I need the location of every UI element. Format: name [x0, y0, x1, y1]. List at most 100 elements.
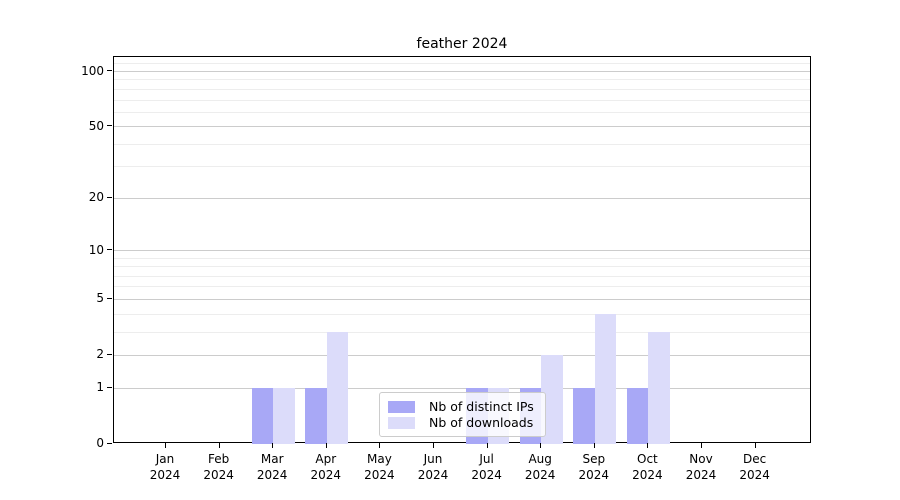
- x-tick-label-line-2: 2024: [739, 468, 770, 482]
- x-tick-label-line-2: 2024: [203, 468, 234, 482]
- y-tick-50: [107, 125, 112, 127]
- x-tick-label-apr: Apr 2024: [294, 451, 358, 483]
- x-tick-label-line-1: Oct: [637, 452, 658, 466]
- x-tick-label-line-2: 2024: [310, 468, 342, 482]
- gridline-y-80: [114, 88, 810, 90]
- bar-downloads-apr: [326, 332, 349, 444]
- x-tick-may: [379, 443, 381, 448]
- y-tick-2: [107, 353, 112, 355]
- x-tick-label-line-2: 2024: [149, 468, 181, 482]
- x-tick-dec: [754, 443, 756, 448]
- bar-distinct-ips-apr: [305, 388, 327, 444]
- x-tick-label-line-1: Dec: [742, 452, 767, 466]
- legend: Nb of distinct IPs Nb of downloads: [379, 392, 546, 437]
- x-tick-label-line-2: 2024: [632, 468, 663, 482]
- y-tick-label-10: 10: [88, 242, 104, 257]
- gridline-y-8: [114, 266, 810, 268]
- plot-area: Nb of distinct IPs Nb of downloads: [113, 56, 811, 444]
- bar-downloads-aug: [541, 355, 563, 444]
- gridline-y-20: [114, 197, 810, 199]
- x-tick-aug: [540, 443, 542, 448]
- gridline-y-50: [114, 126, 810, 128]
- legend-swatch-downloads: [388, 416, 415, 429]
- bar-distinct-ips-sep: [573, 388, 595, 444]
- y-tick-100: [107, 70, 112, 72]
- x-tick-label-nov: Nov 2024: [669, 451, 733, 483]
- y-tick-label-100: 100: [81, 63, 104, 78]
- x-tick-label-line-1: Aug: [528, 452, 552, 466]
- gridline-y-1: [114, 387, 810, 389]
- x-tick-label-line-1: Apr: [315, 452, 337, 466]
- x-tick-label-line-1: Mar: [260, 452, 284, 466]
- y-tick-label-20: 20: [88, 190, 104, 205]
- y-tick-label-1: 1: [96, 380, 104, 395]
- y-tick-label-5: 5: [96, 291, 104, 306]
- x-tick-label-line-2: 2024: [364, 468, 395, 482]
- legend-entry-downloads: Nb of downloads: [388, 415, 537, 430]
- x-tick-label-line-1: Jan: [155, 452, 175, 466]
- x-tick-label-line-1: Jun: [423, 452, 443, 466]
- x-tick-label-jun: Jun 2024: [401, 451, 465, 483]
- x-tick-label-line-1: May: [366, 452, 392, 466]
- x-tick-jun: [433, 443, 434, 448]
- x-tick-apr: [325, 443, 327, 448]
- gridline-y-3: [114, 331, 810, 333]
- gridline-y-7: [114, 275, 810, 277]
- x-tick-nov: [701, 443, 702, 448]
- gridline-y-30: [114, 166, 810, 168]
- gridline-y-5: [114, 298, 810, 300]
- x-tick-sep: [593, 443, 595, 448]
- gridline-y-40: [114, 143, 810, 145]
- bar-downloads-oct: [648, 332, 670, 444]
- x-tick-label-line-1: Feb: [207, 452, 230, 466]
- gridline-y-6: [114, 286, 810, 288]
- legend-label-downloads: Nb of downloads: [429, 415, 534, 430]
- gridline-y-60: [114, 111, 810, 113]
- x-tick-label-sep: Sep 2024: [562, 451, 626, 483]
- x-tick-label-line-2: 2024: [524, 468, 556, 482]
- x-tick-label-line-2: 2024: [256, 468, 288, 482]
- x-tick-label-line-1: Sep: [582, 452, 606, 466]
- x-tick-label-may: May 2024: [347, 451, 411, 483]
- gridline-y-100: [114, 71, 810, 73]
- y-tick-10: [107, 249, 112, 250]
- bar-downloads-mar: [273, 388, 295, 444]
- x-tick-label-line-2: 2024: [685, 468, 717, 482]
- gridline-y-110: [114, 63, 810, 65]
- y-tick-1: [107, 386, 112, 388]
- x-tick-jul: [486, 443, 488, 448]
- x-tick-label-mar: Mar 2024: [240, 451, 304, 483]
- gridline-y-2: [114, 354, 810, 356]
- gridline-y-4: [114, 313, 810, 315]
- x-tick-label-line-2: 2024: [471, 468, 502, 482]
- x-tick-label-line-1: Jul: [479, 452, 494, 466]
- y-tick-5: [107, 297, 112, 299]
- x-tick-label-line-2: 2024: [578, 468, 610, 482]
- y-tick-label-2: 2: [96, 347, 104, 362]
- bar-distinct-ips-mar: [251, 388, 274, 444]
- x-tick-oct: [647, 443, 649, 448]
- legend-entry-distinct-ips: Nb of distinct IPs: [388, 399, 537, 414]
- x-tick-label-oct: Oct 2024: [615, 451, 679, 483]
- x-tick-jan: [165, 443, 166, 448]
- bar-distinct-ips-oct: [626, 388, 649, 444]
- x-tick-label-aug: Aug 2024: [508, 451, 572, 483]
- x-tick-feb: [218, 443, 220, 448]
- gridline-y-70: [114, 99, 810, 101]
- x-tick-label-dec: Dec 2024: [723, 451, 787, 483]
- bar-downloads-sep: [594, 314, 617, 444]
- y-tick-label-0: 0: [96, 436, 104, 450]
- gridline-y-10: [114, 250, 810, 251]
- gridline-y-9: [114, 257, 810, 259]
- x-tick-label-line-2: 2024: [417, 468, 449, 482]
- chart-title: feather 2024: [416, 36, 508, 52]
- x-tick-label-feb: Feb 2024: [187, 451, 251, 483]
- y-tick-20: [107, 196, 112, 198]
- gridline-y-90: [114, 79, 810, 81]
- x-tick-label-line-1: Nov: [689, 452, 713, 466]
- y-tick-label-50: 50: [88, 118, 104, 133]
- x-tick-label-jan: Jan 2024: [133, 451, 197, 483]
- x-tick-label-jul: Jul 2024: [455, 451, 519, 483]
- legend-label-distinct-ips: Nb of distinct IPs: [429, 399, 534, 414]
